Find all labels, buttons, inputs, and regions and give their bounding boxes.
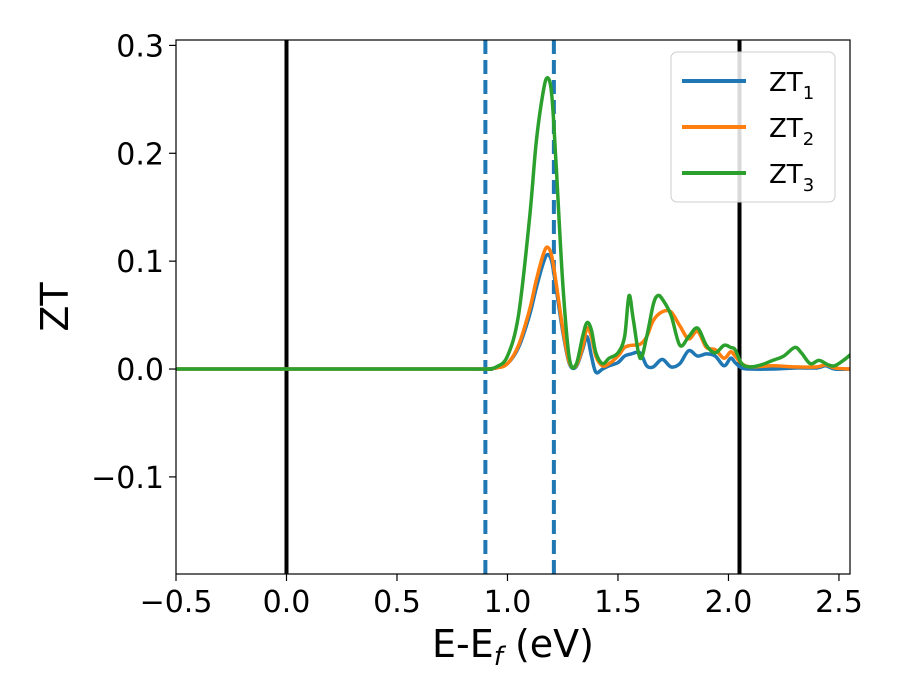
legend-label-sub: 3 [803, 175, 814, 196]
x-tick-label: 0.0 [263, 585, 311, 620]
x-tick-label: 0.5 [373, 585, 421, 620]
legend-label-zt1: ZT1 [769, 68, 814, 104]
x-axis: −0.5 0.0 0.5 1.0 1.5 2.0 2.5 [140, 574, 863, 620]
y-tick-label: 0.1 [116, 245, 164, 280]
x-tick-label: 1.0 [484, 585, 532, 620]
series-line-zt2 [176, 245, 850, 371]
y-tick-label: 0.2 [116, 137, 164, 172]
x-axis-title-unit: (eV) [503, 622, 594, 666]
x-tick-label: −0.5 [140, 585, 213, 620]
y-tick-label: −0.1 [91, 461, 164, 496]
y-tick-label: 0.3 [116, 29, 164, 64]
y-axis: −0.1 0.0 0.1 0.2 0.3 [91, 29, 176, 496]
y-tick-label: 0.0 [116, 353, 164, 388]
series-layer [176, 76, 850, 375]
legend-label-sub: 1 [803, 83, 814, 104]
legend-box [670, 51, 836, 203]
legend-label-main: ZT [769, 68, 803, 98]
x-tick-label: 2.0 [705, 585, 753, 620]
x-tick-label: 2.5 [815, 585, 863, 620]
plot-frame [175, 39, 851, 575]
legend-label-main: ZT [769, 114, 803, 144]
legend-label-zt3: ZT3 [769, 160, 814, 196]
legend-label-zt2: ZT2 [769, 114, 814, 150]
x-axis-title: E-Ef (eV) [432, 622, 594, 672]
legend-label-sub: 2 [803, 129, 814, 150]
legend-label-main: ZT [769, 160, 803, 190]
x-tick-label: 1.5 [594, 585, 642, 620]
y-axis-title: ZT [33, 282, 77, 332]
series-line-zt3 [176, 76, 850, 371]
